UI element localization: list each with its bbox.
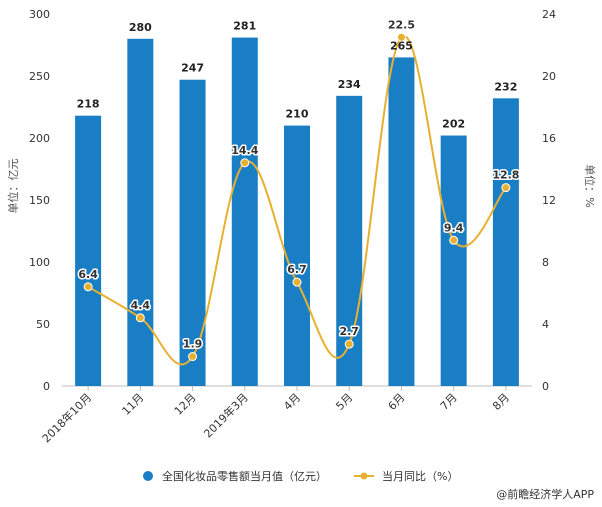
legend: 全国化妆品零售额当月值（亿元） 当月同比（%） [143, 469, 458, 483]
yoy-value-label: 6.7 [287, 263, 307, 276]
yoy-point [501, 183, 511, 193]
y-tick-label: 250 [29, 70, 50, 83]
bar [284, 125, 310, 386]
legend-line-dot [360, 472, 368, 480]
yoy-point [344, 339, 354, 349]
labels: 218 280 247 281 210 234 265 202 232 6.4 4.4 1.9 14.4… [77, 17, 521, 352]
yoy-point [292, 277, 302, 287]
yoy-point [240, 158, 250, 168]
legend-bar-marker [143, 471, 153, 481]
x-tick-label: 6月 [386, 391, 408, 413]
y2-tick-label: 16 [542, 132, 556, 145]
y-tick-label: 50 [36, 318, 50, 331]
bar [492, 98, 519, 386]
y-tick-label: 0 [43, 380, 50, 393]
y2-tick-label: 0 [542, 380, 549, 393]
x-tick-label: 2019年3月 [201, 390, 251, 440]
x-tick-label: 7月 [438, 391, 460, 413]
bar-value-label: 265 [390, 39, 413, 52]
y2-tick-label: 12 [542, 194, 556, 207]
y2-tick-label: 20 [542, 70, 556, 83]
bar-value-label: 218 [77, 98, 100, 111]
y2-tick-label: 4 [542, 318, 549, 331]
yoy-value-label: 14.4 [231, 144, 258, 157]
y2-tick-label: 24 [542, 8, 556, 21]
bar [440, 135, 467, 386]
yoy-point [135, 313, 145, 323]
bar [231, 37, 258, 387]
y-tick-label: 300 [29, 8, 50, 21]
x-tick-label: 4月 [281, 391, 303, 413]
bar-value-label: 202 [442, 118, 465, 131]
y2-axis-title: 单位：% [583, 164, 597, 207]
y-tick-label: 200 [29, 132, 50, 145]
bars [75, 37, 519, 387]
yoy-value-label: 4.4 [131, 299, 151, 312]
bar-value-label: 280 [129, 21, 152, 34]
yoy-point [188, 352, 198, 362]
y-axis-title: 单位：亿元 [6, 159, 20, 214]
line-series [83, 32, 511, 366]
yoy-point [83, 282, 93, 292]
x-tick-label: 12月 [172, 391, 199, 418]
bar-value-label: 281 [233, 20, 256, 33]
yoy-value-label: 1.9 [183, 338, 203, 351]
yoy-value-label: 22.5 [388, 18, 415, 31]
legend-bar-label: 全国化妆品零售额当月值（亿元） [162, 469, 327, 483]
yoy-value-label: 6.4 [78, 268, 98, 281]
bar-value-label: 210 [286, 108, 309, 121]
yoy-value-label: 12.8 [492, 169, 519, 182]
yoy-point [449, 235, 459, 245]
x-tick-label: 2018年10月 [39, 390, 94, 445]
y-tick-label: 150 [29, 194, 50, 207]
bar [127, 38, 154, 387]
x-tick-label: 5月 [333, 391, 355, 413]
x-tick-label: 11月 [120, 391, 147, 418]
bar [75, 115, 102, 387]
legend-line-label: 当月同比（%） [382, 469, 458, 483]
bar-value-label: 247 [181, 62, 204, 75]
bar [388, 57, 415, 387]
y-tick-label: 100 [29, 256, 50, 269]
yoy-value-label: 9.4 [444, 221, 464, 234]
bar [336, 95, 363, 386]
yoy-line [87, 35, 507, 366]
yoy-point [396, 32, 406, 42]
yoy-value-label: 2.7 [339, 325, 359, 338]
source-credit: @前瞻经济学人APP [496, 487, 594, 501]
bar-value-label: 234 [338, 78, 361, 91]
x-tick-label: 8月 [490, 391, 512, 413]
y2-tick-label: 8 [542, 256, 549, 269]
bar-value-label: 232 [494, 80, 517, 93]
